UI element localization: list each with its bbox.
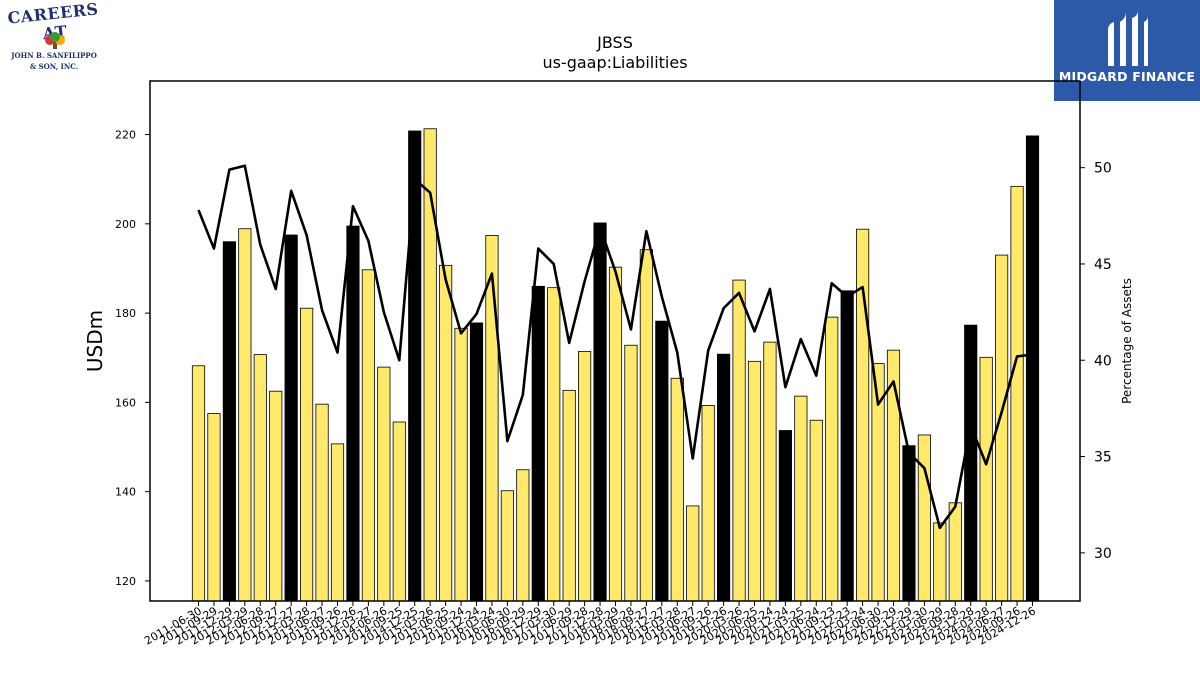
bar-2021-09-23 (825, 316, 839, 602)
bar-2013-12-26 (346, 225, 360, 602)
bar-2013-09-26 (330, 443, 345, 602)
chart-subtitle: us-gaap:Liabilities (542, 53, 687, 72)
bar-2015-12-24 (469, 322, 484, 602)
midgard-emblem-icon (1108, 10, 1148, 66)
y-tick-label: 200 (115, 218, 136, 231)
bar-2015-09-24 (454, 327, 468, 602)
bar-2023-06-29 (933, 522, 947, 602)
bar-2013-03-28 (300, 307, 314, 602)
bar-2018-06-28 (624, 344, 638, 602)
careers-logo: CAREERS AT JOHN B. SANFILIPPO & SON, INC… (4, 0, 104, 74)
bar-2021-03-25 (794, 395, 808, 602)
bar-2021-06-24 (809, 419, 823, 602)
y2-tick-label: 50 (1094, 161, 1112, 177)
y-tick-label: 180 (115, 307, 136, 320)
bar-2016-09-29 (516, 469, 530, 602)
bar-2016-06-30 (500, 490, 514, 602)
bar-2018-03-29 (608, 266, 623, 602)
bar-2022-12-29 (902, 445, 916, 602)
bar-2020-09-24 (763, 341, 777, 602)
y-axis-left: 120 140 160 180 200 220 (115, 129, 150, 588)
careers-logo-suffix: & SON, INC. (29, 62, 79, 71)
bar-2017-03-30 (547, 287, 561, 602)
y2-tick-label: 45 (1094, 257, 1112, 273)
bar-2024-03-28 (979, 356, 993, 602)
bar-2019-06-27 (686, 505, 700, 602)
bar-2020-12-24 (778, 430, 792, 602)
bar-2019-12-26 (717, 353, 731, 602)
bar-2011-09-29 (207, 413, 221, 602)
bar-2016-12-29 (531, 285, 545, 602)
y2-tick-label: 35 (1094, 450, 1112, 466)
y-tick-label: 160 (115, 396, 136, 409)
pct-line-series (197, 164, 1033, 530)
bar-series (191, 128, 1040, 602)
bar-2017-12-28 (593, 222, 607, 602)
y2-tick-label: 30 (1094, 546, 1112, 562)
midgard-finance-logo: MIDGARD FINANCE (1054, 0, 1200, 101)
bar-2015-06-25 (439, 264, 453, 602)
bar-2019-03-28 (670, 377, 684, 602)
bar-2014-03-27 (361, 269, 375, 602)
bar-2013-06-27 (315, 403, 329, 602)
bar-2021-12-23 (840, 290, 854, 602)
bar-2020-03-26 (732, 279, 746, 602)
bar-2019-09-26 (701, 405, 715, 602)
y2-axis-label: Percentage of Assets (1120, 278, 1134, 404)
bar-2023-09-28 (948, 502, 962, 602)
tree-icon (45, 32, 65, 49)
y-tick-label: 140 (115, 486, 136, 499)
bar-2014-12-25 (408, 130, 422, 602)
bar-2014-06-26 (377, 366, 391, 602)
y-axis-right: 30 35 40 45 50 (1080, 161, 1112, 562)
bar-2017-09-28 (578, 351, 592, 602)
bar-2017-06-29 (562, 389, 576, 602)
bar-2012-12-27 (284, 234, 298, 602)
bar-2012-09-27 (269, 390, 283, 602)
y-tick-label: 120 (115, 575, 136, 588)
y-axis-label: USDm (83, 310, 107, 372)
bar-2023-12-28 (964, 324, 978, 602)
midgard-finance-text: MIDGARD FINANCE (1058, 69, 1196, 84)
pct-of-assets-line (197, 164, 1033, 530)
bar-2022-03-24 (856, 228, 870, 602)
bar-2012-03-29 (238, 228, 252, 602)
y-tick-label: 220 (115, 129, 136, 142)
bar-2011-12-29 (222, 241, 236, 602)
chart-title: JBSS (596, 33, 633, 52)
x-axis: 2011-06-302011-09-292011-12-292012-03-29… (142, 601, 1038, 648)
y2-tick-label: 40 (1094, 353, 1112, 369)
bar-2024-12-26 (1025, 135, 1040, 602)
bar-2012-06-28 (253, 354, 267, 602)
bar-2018-09-27 (639, 249, 653, 602)
bar-2011-06-30 (191, 365, 206, 602)
bar-2014-09-25 (392, 421, 406, 602)
careers-logo-company: JOHN B. SANFILIPPO (11, 51, 97, 60)
bar-2018-12-27 (655, 320, 669, 602)
bar-2023-03-30 (917, 434, 931, 602)
bar-2020-06-25 (747, 360, 762, 602)
bar-2024-09-26 (1010, 185, 1024, 602)
bar-2016-03-24 (485, 235, 499, 602)
